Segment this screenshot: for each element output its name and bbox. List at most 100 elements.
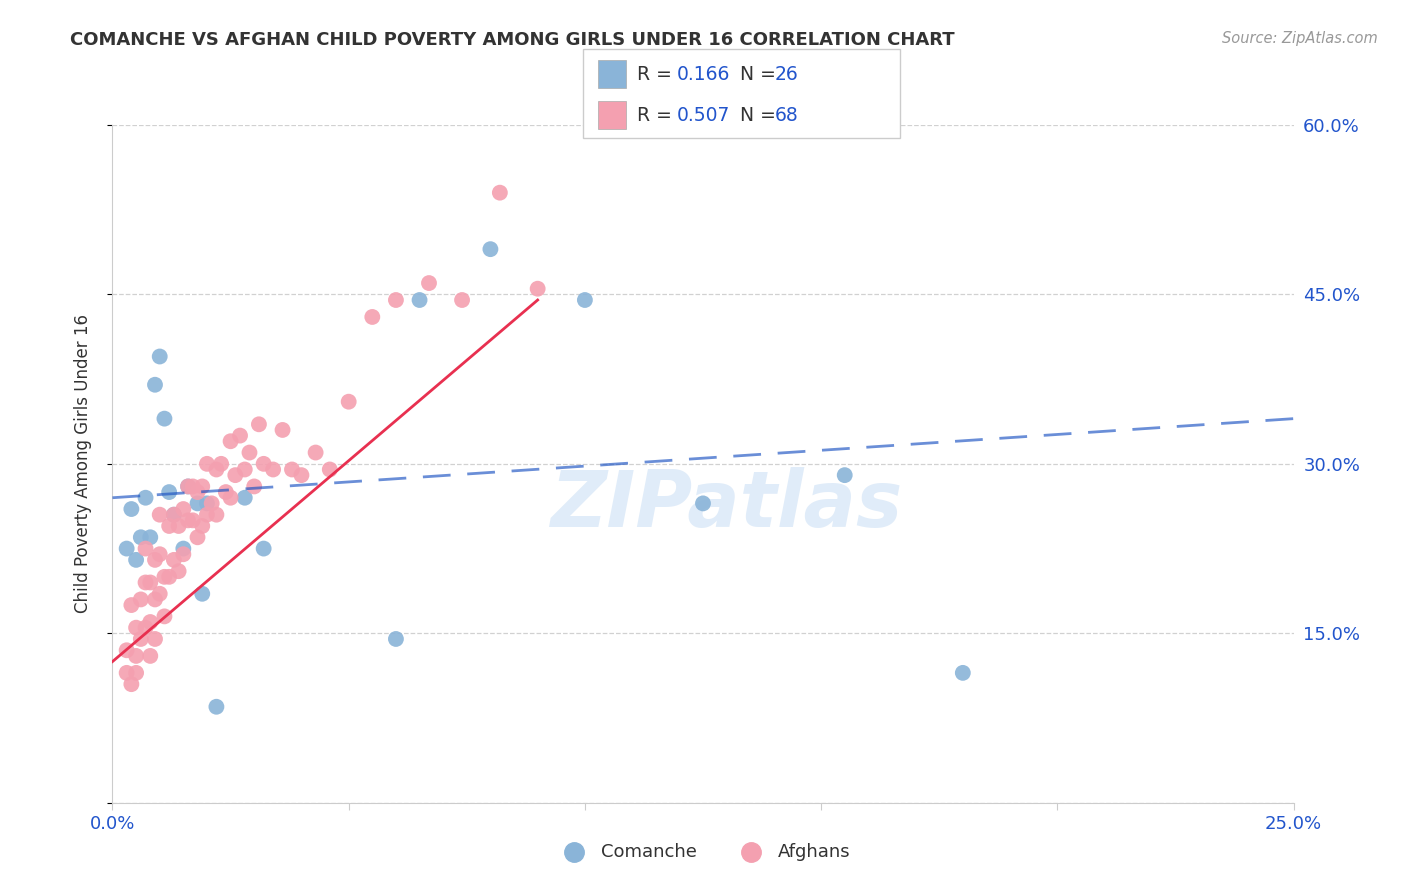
Point [157,485,180,500]
Point [489,186,512,200]
Point [129,530,152,544]
Point [181,479,204,493]
Point [135,621,157,635]
Point [115,665,138,680]
Point [157,519,180,533]
Point [149,587,172,601]
Point [135,541,157,556]
Text: 0.166: 0.166 [676,64,730,84]
Point [219,491,242,505]
Point [191,479,214,493]
Y-axis label: Child Poverty Among Girls Under 16: Child Poverty Among Girls Under 16 [73,314,91,614]
Point [526,282,548,296]
Point [451,293,474,307]
Point [143,592,166,607]
Point [172,502,194,516]
Point [139,575,162,590]
Point [177,513,200,527]
Point [167,564,190,578]
Point [181,513,204,527]
Point [692,496,714,510]
Point [195,457,218,471]
Point [574,293,596,307]
Point [139,530,162,544]
Point [153,609,176,624]
Point [290,468,312,483]
Point [238,445,260,459]
Text: COMANCHE VS AFGHAN CHILD POVERTY AMONG GIRLS UNDER 16 CORRELATION CHART: COMANCHE VS AFGHAN CHILD POVERTY AMONG G… [70,31,955,49]
Point [135,491,157,505]
Point [195,508,218,522]
Point [385,632,408,646]
Point [337,394,360,409]
Point [952,665,974,680]
Point [191,519,214,533]
Point [163,508,186,522]
Text: ZIPatlas: ZIPatlas [551,467,903,542]
Point [191,587,214,601]
Point [149,547,172,561]
Point [163,508,186,522]
Point [233,491,256,505]
Point [172,547,194,561]
Point [243,479,266,493]
Point [361,310,384,324]
Point [177,479,200,493]
Point [167,519,190,533]
Point [209,457,232,471]
Point [233,462,256,476]
Point [177,479,200,493]
Point [215,485,238,500]
Text: 26: 26 [775,64,799,84]
Point [125,665,148,680]
Point [195,496,218,510]
Point [135,575,157,590]
Point [319,462,342,476]
Text: N =: N = [728,64,782,84]
Point [125,648,148,663]
Point [125,553,148,567]
Point [408,293,430,307]
Point [186,485,208,500]
Point [120,677,142,691]
Point [418,276,440,290]
Point [120,598,142,612]
Point [129,592,152,607]
Text: 0.507: 0.507 [676,105,730,125]
Point [149,508,172,522]
Point [224,468,246,483]
Point [253,541,276,556]
Point [149,350,172,364]
Point [172,541,194,556]
Point [281,462,304,476]
Text: R =: R = [637,64,678,84]
Point [271,423,294,437]
Point [115,643,138,657]
Legend: Comanche, Afghans: Comanche, Afghans [548,836,858,868]
Point [479,242,502,256]
Point [157,570,180,584]
Point [253,457,276,471]
Point [120,502,142,516]
Text: Source: ZipAtlas.com: Source: ZipAtlas.com [1222,31,1378,46]
Point [143,632,166,646]
Point [129,632,152,646]
Point [163,553,186,567]
Point [125,621,148,635]
Point [115,541,138,556]
Text: 68: 68 [775,105,799,125]
Text: R =: R = [637,105,678,125]
Point [205,699,228,714]
Point [304,445,326,459]
Point [219,434,242,449]
Point [385,293,408,307]
Point [139,615,162,629]
Text: N =: N = [728,105,782,125]
Point [201,496,224,510]
Point [153,570,176,584]
Point [262,462,284,476]
Point [139,648,162,663]
Point [186,496,208,510]
Point [143,377,166,392]
Point [205,462,228,476]
